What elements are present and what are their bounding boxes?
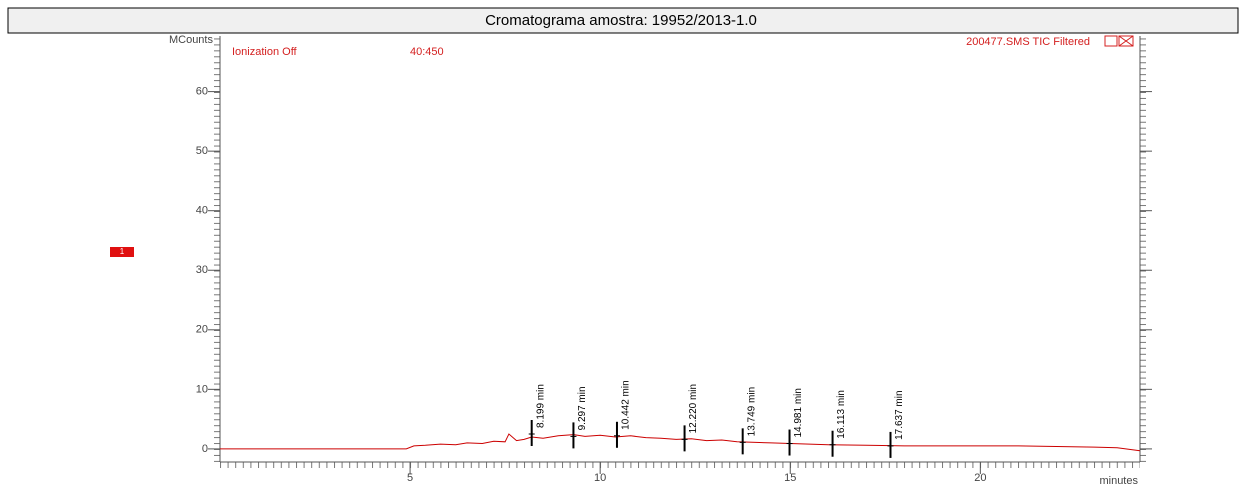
minor-ticks	[1140, 38, 1146, 462]
peak-marker	[739, 428, 746, 455]
peak-label: 16.113 min	[836, 390, 847, 439]
annotation: 200477.SMS TIC Filtered	[966, 36, 1090, 48]
peak-marker	[570, 422, 577, 449]
peak-label: 13.749 min	[746, 387, 757, 436]
segment-marker-label: 1	[120, 247, 125, 256]
peak-label: 17.637 min	[894, 390, 905, 439]
peak-label: 14.981 min	[793, 388, 804, 437]
peak-marker	[681, 425, 688, 452]
x-tick-label: 10	[594, 472, 606, 484]
peak-label: 10.442 min	[621, 380, 632, 429]
minor-ticks	[214, 38, 220, 462]
title-bar	[7, 7, 1239, 34]
x-tick-label: 15	[784, 472, 796, 484]
y-tick-label: 0	[202, 443, 208, 455]
peak-label: 8.199 min	[535, 384, 546, 428]
peak-label: 9.297 min	[577, 386, 588, 430]
peak-marker	[613, 421, 620, 448]
window-button[interactable]	[1104, 35, 1118, 47]
x-axis-label: minutes	[1099, 475, 1138, 487]
y-axis-label: MCounts	[169, 34, 214, 46]
annotation: 40:450	[410, 46, 444, 58]
peak-marker	[829, 430, 836, 457]
annotation: Ionization Off	[232, 46, 298, 58]
y-tick-label: 30	[196, 264, 208, 276]
y-tick-label: 60	[196, 86, 208, 98]
y-tick-label: 10	[196, 383, 208, 395]
peak-marker	[786, 429, 793, 456]
x-tick-label: 20	[974, 472, 986, 484]
x-tick-label: 5	[407, 472, 413, 484]
trace	[220, 433, 1141, 452]
close-icon	[1118, 35, 1134, 47]
y-tick-label: 40	[196, 205, 208, 217]
minor-ticks	[220, 462, 1140, 468]
y-tick-label: 50	[196, 145, 208, 157]
segment-marker	[110, 247, 134, 257]
y-tick-label: 20	[196, 324, 208, 336]
title: Cromatograma amostra: 19952/2013-1.0	[485, 12, 757, 29]
peak-marker	[528, 420, 535, 447]
peak-label: 12.220 min	[688, 384, 699, 433]
peak-marker	[887, 431, 894, 458]
window-button[interactable]	[1118, 35, 1134, 47]
